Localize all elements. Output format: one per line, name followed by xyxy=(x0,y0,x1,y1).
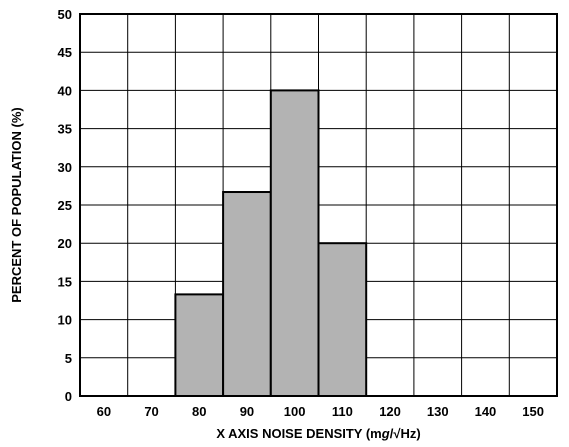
y-tick-label: 0 xyxy=(65,389,72,404)
x-axis-label: X AXIS NOISE DENSITY (mg/√Hz) xyxy=(216,426,420,441)
x-tick-label: 80 xyxy=(192,404,206,419)
y-tick-labels: 0 5 10 15 20 25 30 35 40 45 50 xyxy=(58,7,72,404)
x-tick-label: 90 xyxy=(240,404,254,419)
x-tick-label: 140 xyxy=(475,404,497,419)
y-tick-label: 20 xyxy=(58,236,72,251)
y-tick-label: 30 xyxy=(58,160,72,175)
y-tick-label: 15 xyxy=(58,274,72,289)
x-tick-label: 100 xyxy=(284,404,306,419)
bar-100 xyxy=(269,89,320,398)
x-tick-label: 70 xyxy=(144,404,158,419)
bar-110 xyxy=(317,242,368,397)
y-tick-label: 45 xyxy=(58,45,72,60)
y-tick-label: 5 xyxy=(65,351,72,366)
x-tick-labels: 60 70 80 90 100 110 120 130 140 150 xyxy=(97,404,544,419)
x-tick-label: 60 xyxy=(97,404,111,419)
y-tick-label: 10 xyxy=(58,313,72,328)
x-tick-label: 110 xyxy=(332,404,353,419)
y-tick-label: 35 xyxy=(58,122,72,137)
y-axis-label: PERCENT OF POPULATION (%) xyxy=(9,107,24,302)
x-tick-label: 120 xyxy=(379,404,401,419)
y-tick-label: 25 xyxy=(58,198,72,213)
x-tick-label: 130 xyxy=(427,404,449,419)
bar-80 xyxy=(174,293,225,397)
y-tick-label: 50 xyxy=(58,7,72,22)
x-tick-label: 150 xyxy=(522,404,544,419)
plot-frame xyxy=(79,13,558,397)
bar-90 xyxy=(222,191,272,397)
bars xyxy=(174,89,368,398)
y-tick-label: 40 xyxy=(58,83,72,98)
